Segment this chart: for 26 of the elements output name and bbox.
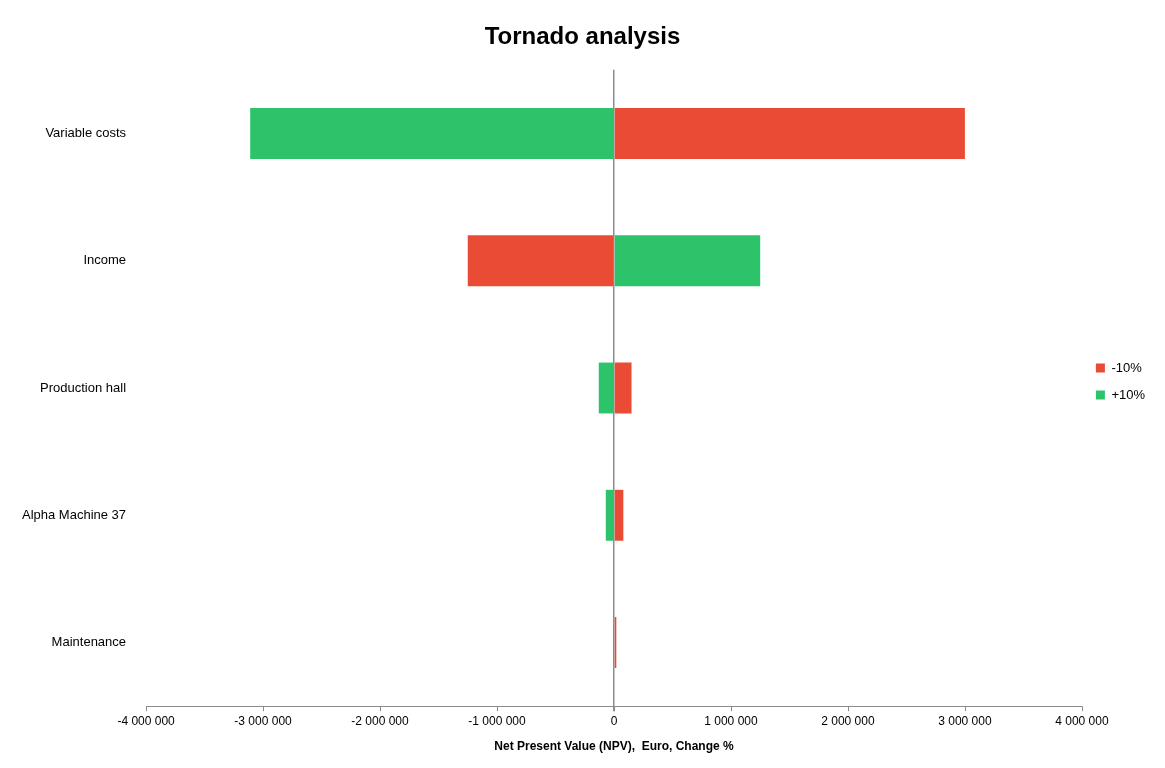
bar <box>614 489 624 541</box>
y-tick-label: Variable costs <box>45 125 127 141</box>
bar <box>614 235 761 287</box>
x-tick-label: -4 000 000 <box>117 713 176 728</box>
bar <box>605 489 614 541</box>
y-tick-label: Alpha Machine 37 <box>21 506 127 522</box>
bar <box>467 235 614 287</box>
x-tick-label: -3 000 000 <box>234 713 293 728</box>
y-tick-label: Maintenance <box>51 634 127 650</box>
x-tick-label: -2 000 000 <box>351 713 410 728</box>
bar <box>614 107 965 159</box>
chart-title: Tornado analysis <box>484 22 681 50</box>
y-tick-label: Production hall <box>40 379 127 395</box>
legend-label: +10% <box>1111 386 1146 402</box>
bar <box>250 107 614 159</box>
bar <box>598 362 614 414</box>
legend-label: -10% <box>1111 359 1143 375</box>
x-tick-label: 1 000 000 <box>704 713 758 728</box>
x-tick-label: 2 000 000 <box>821 713 875 728</box>
x-axis-title: Net Present Value (NPV), Euro, Change % <box>494 739 734 754</box>
x-tick-label: 4 000 000 <box>1055 713 1109 728</box>
x-tick-label: -1 000 000 <box>468 713 527 728</box>
x-tick-label: 3 000 000 <box>938 713 992 728</box>
y-tick-label: Income <box>83 252 127 268</box>
bar <box>614 362 632 414</box>
x-tick-label: 0 <box>610 713 618 728</box>
